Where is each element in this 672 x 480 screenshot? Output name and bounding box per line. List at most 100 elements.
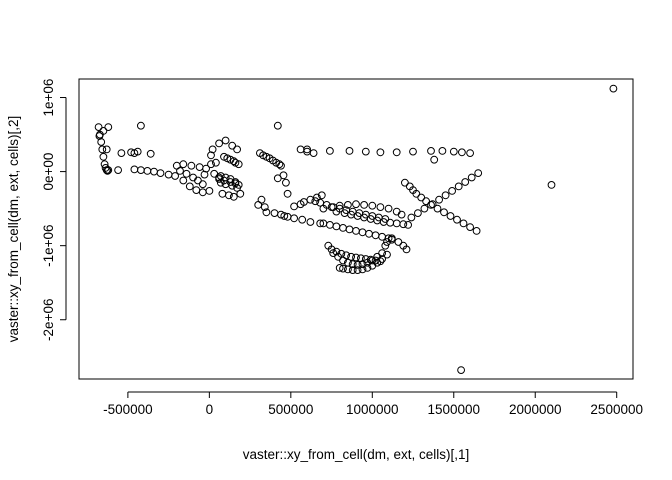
data-point — [311, 197, 320, 206]
data-point — [414, 209, 422, 218]
data-point — [348, 260, 357, 269]
data-point — [298, 215, 307, 224]
data-point — [381, 241, 390, 250]
data-point — [446, 212, 455, 220]
data-point — [376, 148, 385, 157]
data-point — [454, 182, 463, 191]
data-point — [185, 182, 194, 191]
data-point — [182, 169, 191, 178]
data-point — [335, 264, 344, 272]
data-point — [290, 214, 299, 223]
data-point — [420, 204, 429, 213]
data-point — [146, 149, 155, 158]
data-point — [326, 147, 334, 155]
data-point — [102, 145, 111, 154]
data-point — [234, 160, 243, 169]
data-point — [282, 178, 290, 187]
data-point — [205, 187, 214, 195]
x-tick-label: -500000 — [103, 402, 153, 417]
data-point — [383, 250, 391, 259]
data-point — [394, 238, 403, 246]
x-tick-label: 1000000 — [346, 402, 399, 417]
data-point — [547, 181, 556, 189]
data-point — [280, 212, 289, 220]
y-axis: -2e+06 -1e+06 0e+00 1e+06 — [41, 79, 67, 341]
data-point — [440, 208, 448, 217]
data-point — [104, 166, 113, 175]
data-point — [262, 208, 271, 217]
data-point — [361, 255, 370, 263]
data-point — [373, 258, 382, 267]
data-point — [387, 235, 396, 244]
data-point — [98, 145, 107, 154]
x-tick-label: 1500000 — [427, 402, 480, 417]
data-point — [466, 149, 475, 158]
data-point — [339, 264, 347, 273]
data-point — [347, 252, 356, 261]
data-point — [114, 166, 122, 175]
data-point — [344, 201, 352, 209]
data-point — [303, 145, 312, 154]
data-point — [412, 189, 421, 198]
data-point — [457, 366, 466, 375]
data-point — [381, 215, 390, 223]
data-point — [309, 149, 318, 158]
data-point — [233, 145, 242, 154]
y-tick-label: 1e+06 — [41, 79, 56, 117]
x-tick-label: 500000 — [268, 402, 313, 417]
data-point — [212, 158, 220, 167]
data-point — [404, 221, 413, 229]
data-point — [273, 174, 282, 183]
data-point — [228, 141, 237, 150]
data-point — [427, 147, 435, 155]
data-point — [133, 147, 142, 156]
data-point — [99, 152, 108, 161]
x-tick-label: 0 — [206, 402, 214, 417]
data-point — [409, 147, 417, 156]
data-point — [402, 245, 411, 254]
data-point — [221, 136, 230, 145]
data-point — [187, 161, 196, 170]
data-point — [378, 255, 387, 263]
data-point — [401, 178, 409, 187]
data-point — [397, 210, 406, 219]
plot-box — [78, 78, 634, 380]
data-point — [353, 266, 362, 275]
data-point — [94, 123, 103, 131]
data-point — [273, 121, 282, 130]
data-point — [358, 265, 367, 274]
data-point — [95, 132, 104, 140]
data-point — [99, 126, 108, 135]
data-point — [378, 249, 387, 258]
data-point — [306, 218, 315, 226]
data-point — [376, 203, 385, 212]
y-tick-label: -1e+06 — [41, 224, 56, 266]
data-point — [198, 180, 207, 189]
x-tick-label: 2500000 — [590, 402, 643, 417]
data-point — [352, 253, 360, 262]
data-point — [327, 245, 336, 254]
data-point — [392, 148, 401, 157]
data-point — [179, 176, 188, 185]
data-point — [229, 192, 238, 201]
data-point — [609, 84, 618, 93]
data-point — [103, 167, 112, 175]
data-point — [332, 247, 341, 256]
y-axis-label: vaster::xy_from_cell(dm, ext, cells)[,2] — [6, 116, 21, 343]
data-point — [260, 203, 269, 212]
data-point — [422, 197, 431, 206]
data-point — [417, 193, 426, 202]
data-point — [348, 266, 357, 275]
data-point — [317, 191, 326, 200]
data-point — [430, 155, 439, 164]
y-tick-label: -2e+06 — [41, 299, 56, 341]
data-point — [441, 191, 450, 200]
data-point — [226, 178, 235, 186]
data-point — [458, 148, 466, 157]
data-point — [474, 169, 483, 178]
data-point — [360, 201, 369, 209]
data-point — [357, 254, 365, 263]
data-point — [117, 149, 126, 158]
data-point — [448, 187, 457, 195]
